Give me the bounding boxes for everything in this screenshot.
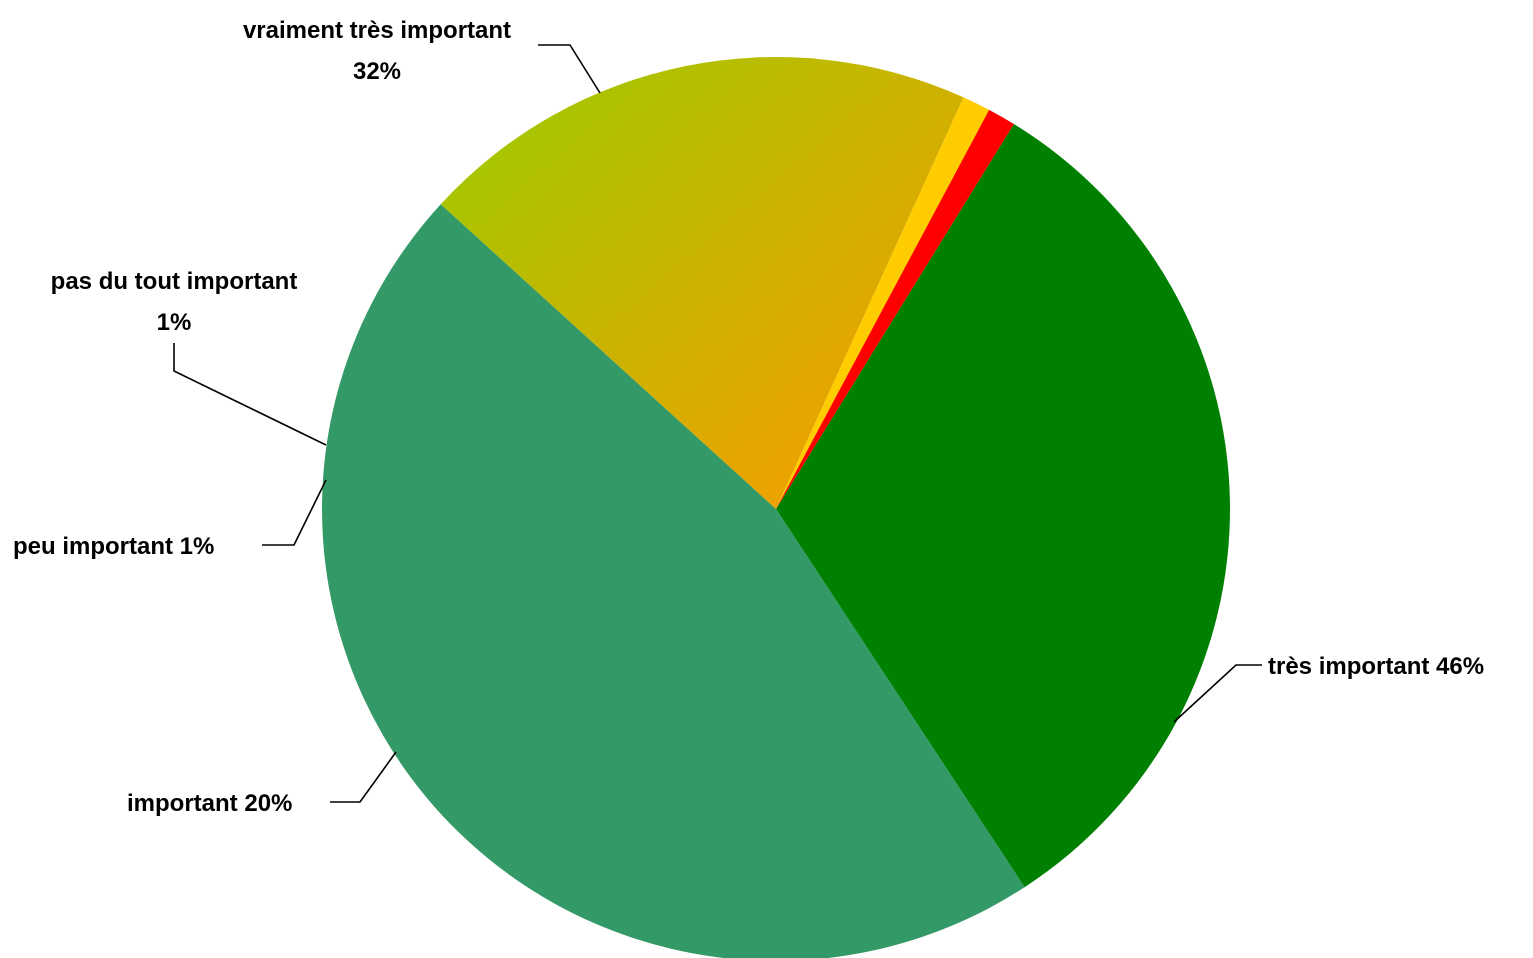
slice-value-vraiment-tres-important: 32% [353,58,401,85]
pie-slice-pas-du-tout-important [776,109,1014,509]
pie-slice-tr-s-important [322,204,1025,958]
leader-line-peu-important [262,479,327,546]
slice-label-important: important 20% [127,790,292,817]
slice-value-important: 20% [244,790,292,817]
slice-label-pas-du-tout-important: pas du tout important [51,268,298,295]
leader-line-important [330,751,397,803]
pie-slices [322,57,1230,958]
slice-label-tres-important: très important 46% [1268,653,1484,680]
leader-line-tres-important [1173,664,1262,723]
pie-slice-vraiment-tr-s-important [776,124,1230,888]
slice-label-text-peu-important: peu important [13,533,173,560]
slice-value-pas-du-tout-important: 1% [157,309,192,336]
leader-line-pas-du-tout-important [173,343,327,446]
slice-label-vraiment-tres-important: vraiment très important [243,17,511,44]
slice-value-peu-important: 1% [180,533,215,560]
slice-value-tres-important: 46% [1436,653,1484,680]
leader-line-vraiment-tres-important [538,44,601,94]
slice-label-text-tres-important: très important [1268,653,1429,680]
pie-slice-peu-important [776,97,990,510]
slice-label-peu-important: peu important 1% [13,533,214,560]
slice-label-text-important: important [127,790,238,817]
pie-slice-important [440,57,964,510]
